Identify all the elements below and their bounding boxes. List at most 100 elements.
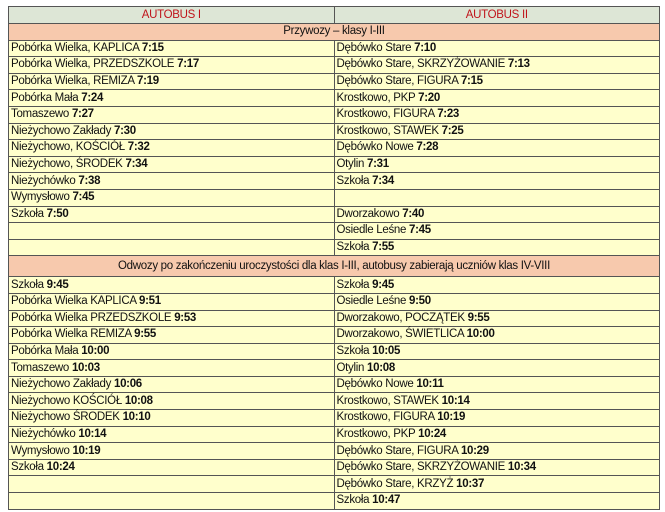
table-row: Osiedle Leśne 7:45 — [8, 222, 660, 240]
stop-time: 10:19 — [72, 444, 101, 457]
autobus-1-stop: Nieżychówko 7:38 — [8, 172, 335, 190]
stop-time: 10:03 — [71, 361, 100, 374]
stop-name: Dębówko Stare, FIGURA — [336, 75, 459, 88]
header-autobus-2: AUTOBUS II — [333, 6, 660, 24]
autobus-1-stop: Pobórka Wielka REMIZA 9:55 — [8, 326, 335, 344]
stop-name: Dworzakowo, POCZĄTEK — [336, 311, 466, 324]
autobus-2-stop: Dębówko Stare, KRZYŻ 10:37 — [333, 475, 660, 494]
autobus-2-stop: Szkoła 10:05 — [333, 342, 660, 361]
stop-name: Krostkowo, FIGURA — [336, 411, 435, 424]
autobus-1-stop — [8, 222, 335, 240]
stop-name: Pobórka Wielka REMIZA — [11, 328, 132, 341]
autobus-2-stop: Krostkowo, PKP 7:20 — [333, 89, 660, 107]
autobus-2-stop: Otylin 7:31 — [333, 155, 660, 174]
stop-name: Szkoła — [336, 494, 370, 507]
stop-name: Dębówko Stare, FIGURA — [336, 444, 459, 457]
stop-time: 10:00 — [466, 328, 495, 341]
stop-name: Krostkowo, PKP — [336, 427, 416, 440]
table-row: Nieżychówko 7:38 Szkoła 7:34 — [8, 172, 660, 190]
table-row: Pobórka Mała 7:24 Krostkowo, PKP 7:20 — [8, 89, 660, 107]
table-row: Pobórka Wielka KAPLICA 9:51 Osiedle Leśne… — [8, 292, 660, 311]
autobus-2-stop: Dworzakowo 7:40 — [333, 205, 660, 224]
autobus-1-stop: Pobórka Wielka, KAPLICA 7:15 — [8, 39, 335, 58]
stop-time: 9:45 — [372, 278, 394, 291]
autobus-1-stop: Tomaszewo 10:03 — [8, 359, 335, 377]
table-row: Nieżychowo Zakłady 7:30 Krostkowo, STAWEK… — [8, 122, 660, 141]
stop-time: 7:31 — [367, 158, 389, 171]
table-row: Pobórka Wielka, PRZEDSZKOLE 7:17 Dębówko … — [8, 56, 660, 74]
stop-time: 10:06 — [113, 378, 142, 391]
stop-name: Otylin — [336, 361, 365, 374]
stop-time: 7:32 — [127, 141, 150, 154]
table-row: Nieżychówko 10:14 Krostkowo, PKP 10:24 — [8, 425, 660, 444]
stop-name: Dębówko Stare — [336, 41, 412, 54]
stop-name: Szkoła — [336, 241, 370, 254]
stop-time: 7:15 — [460, 75, 483, 88]
stop-time: 9:45 — [46, 278, 69, 291]
stop-name: Dębówko Nowe — [336, 141, 414, 154]
stop-name: Osiedle Leśne — [336, 224, 407, 237]
table-row: Pobórka Mała 10:00 Szkoła 10:05 — [8, 342, 660, 361]
autobus-2-stop: Szkoła 7:55 — [333, 238, 660, 257]
stop-name: Szkoła — [11, 207, 44, 220]
stop-name: Pobórka Mała — [11, 91, 79, 104]
autobus-2-stop: Osiedle Leśne 7:45 — [333, 222, 660, 240]
stop-time: 7:34 — [125, 158, 148, 171]
stop-name: Dworzakowo, ŚWIETLICA — [336, 328, 465, 341]
stop-name: Otylin — [336, 158, 365, 171]
stop-time: 7:40 — [402, 207, 425, 220]
autobus-1-stop: Wymysłowo 10:19 — [8, 442, 335, 460]
autobus-1-stop: Nieżychowo ŚRODEK 10:10 — [8, 409, 335, 427]
bus-schedule-table: AUTOBUS I AUTOBUS II Przywozy – klasy I-… — [8, 6, 660, 510]
autobus-1-stop: Szkoła 9:45 — [8, 276, 335, 294]
autobus-1-stop — [8, 492, 335, 510]
autobus-1-stop: Nieżychowo, KOŚCIÓŁ 7:32 — [8, 139, 335, 157]
autobus-2-stop: Dworzakowo, POCZĄTEK 9:55 — [333, 309, 660, 328]
stop-time: 10:08 — [367, 361, 395, 374]
stop-name: Pobórka Wielka, KAPLICA — [11, 41, 139, 54]
stop-name: Szkoła — [336, 174, 370, 187]
stop-time: 9:55 — [467, 311, 490, 324]
stop-time: 10:47 — [372, 494, 401, 507]
table-row: Szkoła 7:50 Dworzakowo 7:40 — [8, 205, 660, 224]
table-row: Pobórka Wielka, KAPLICA 7:15 Dębówko Star… — [8, 39, 660, 58]
stop-name: Dworzakowo — [336, 207, 400, 220]
stop-time: 7:30 — [113, 124, 136, 137]
stop-time: 7:10 — [414, 41, 436, 54]
section-title: Przywozy – klasy I-III — [8, 23, 660, 41]
stop-name: Nieżychowo Zakłady — [11, 378, 112, 391]
table-row: Wymysłowo 10:19 Dębówko Stare, FIGURA 10:… — [8, 442, 660, 460]
stop-time: 9:55 — [134, 328, 156, 341]
table-row: Pobórka Wielka PRZEDSZKOLE 9:53 Dworzakow… — [8, 309, 660, 328]
stop-time: 7:25 — [441, 124, 464, 137]
stop-time: 10:29 — [460, 444, 489, 457]
autobus-2-stop: Osiedle Leśne 9:50 — [333, 292, 660, 311]
stop-time: 9:50 — [409, 295, 431, 308]
stop-name: Osiedle Leśne — [336, 295, 407, 308]
autobus-2-stop — [333, 188, 660, 207]
stop-time: 10:14 — [441, 394, 470, 407]
stop-name: Dębówko Stare, KRZYŻ — [336, 477, 454, 490]
stop-time: 7:28 — [416, 141, 439, 154]
autobus-1-stop: Pobórka Mała 7:24 — [8, 89, 335, 107]
table-row: Szkoła 10:47 — [8, 492, 660, 510]
stop-name: Szkoła — [11, 278, 44, 291]
autobus-2-stop: Otylin 10:08 — [333, 359, 660, 377]
autobus-2-stop: Dębówko Stare, FIGURA 7:15 — [333, 72, 660, 91]
table-row: Pobórka Wielka, REMIZA 7:19 Dębówko Stare… — [8, 72, 660, 91]
stop-time: 10:14 — [78, 427, 107, 440]
autobus-1-stop: Nieżychowo KOŚCIÓŁ 10:08 — [8, 392, 335, 411]
stop-time: 10:00 — [81, 344, 110, 357]
stop-time: 9:53 — [174, 311, 197, 324]
table-row: Tomaszewo 7:27 Krostkowo, FIGURA 7:23 — [8, 105, 660, 124]
stop-name: Dębówko Nowe — [336, 378, 414, 391]
autobus-2-stop: Dworzakowo, ŚWIETLICA 10:00 — [333, 326, 660, 344]
stop-time: 9:51 — [138, 295, 161, 308]
stop-time: 10:19 — [437, 411, 466, 424]
stop-name: Szkoła — [336, 278, 370, 291]
autobus-2-stop: Dębówko Nowe 10:11 — [333, 375, 660, 394]
stop-time: 7:27 — [71, 108, 94, 121]
autobus-2-stop: Dębówko Stare 7:10 — [333, 39, 660, 58]
table-row: Szkoła 7:55 — [8, 238, 660, 257]
stop-name: Nieżychowo KOŚCIÓŁ — [11, 394, 122, 407]
